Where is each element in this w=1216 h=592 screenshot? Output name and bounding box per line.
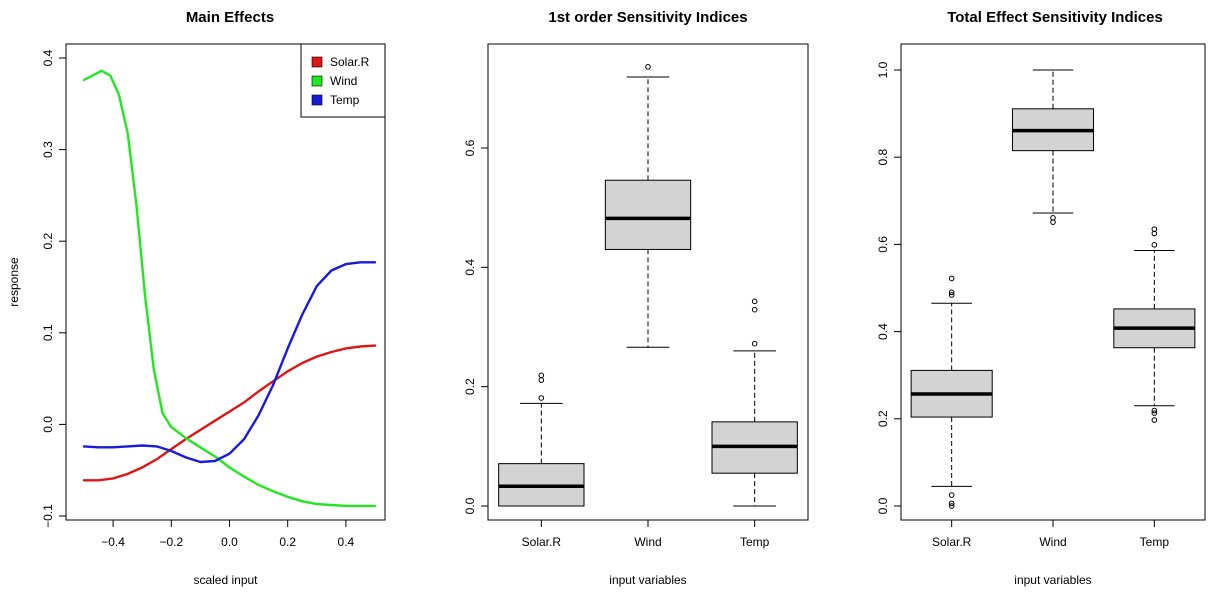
y-tick-label: 0.6 xyxy=(463,139,477,156)
outlier-point xyxy=(948,503,955,509)
y-tick-label: 0.0 xyxy=(876,497,890,514)
legend-swatch xyxy=(311,56,323,68)
legend-swatch xyxy=(311,94,323,106)
y-tick-label: −0.1 xyxy=(41,504,55,528)
legend-label: Solar.R xyxy=(330,55,370,69)
box-solar-r xyxy=(910,275,993,509)
box-wind xyxy=(604,64,692,348)
outlier-point xyxy=(538,377,545,383)
total-effect-panel: Total Effect Sensitivity Indices 0.0 0.2 0.… xyxy=(876,9,1206,587)
y-tick-label: 0.1 xyxy=(41,324,55,341)
x-tick-label: −0.4 xyxy=(101,535,125,549)
y-axis-label: response xyxy=(7,257,21,307)
main-effects-panel: Main Effects −0.4 −0.2 0.0 0.2 0.4 −0.1 0.0 0.1 0… xyxy=(7,9,386,587)
box-temp xyxy=(711,298,798,507)
x-tick-label: Temp xyxy=(740,535,770,549)
y-tick-label: 0.4 xyxy=(463,259,477,276)
x-tick-label: Wind xyxy=(1039,535,1066,549)
outlier-point xyxy=(751,298,758,305)
outlier-point xyxy=(948,492,955,498)
box-solar-r xyxy=(498,372,585,507)
x-tick-label: 0.4 xyxy=(338,535,355,549)
outlier-point xyxy=(538,372,545,379)
x-tick-label: 0.2 xyxy=(279,535,296,549)
chart-title: Total Effect Sensitivity Indices xyxy=(947,9,1163,26)
y-tick-label: 0.4 xyxy=(41,49,55,66)
legend: Solar.R Wind Temp xyxy=(300,43,386,118)
series-line-solar-r xyxy=(82,344,377,482)
y-tick-label: 0.2 xyxy=(876,410,890,427)
outlier-point xyxy=(948,292,955,298)
outlier-point xyxy=(948,500,955,507)
outlier-point xyxy=(538,395,545,401)
outlier-point xyxy=(645,64,651,70)
outlier-point xyxy=(1151,242,1158,248)
box-iqr xyxy=(604,179,692,250)
chart-title: 1st order Sensitivity Indices xyxy=(548,9,747,26)
y-tick-label: 0.0 xyxy=(41,416,55,433)
x-axis-label: input variables xyxy=(1014,573,1091,587)
x-axis-label: input variables xyxy=(609,573,686,587)
outlier-point xyxy=(1151,226,1158,232)
first-order-panel: 1st order Sensitivity Indices 0.0 0.2 0.4 0.… xyxy=(463,9,809,587)
outlier-point xyxy=(948,275,955,282)
x-tick-label: −0.2 xyxy=(159,535,183,549)
box-wind xyxy=(1011,69,1095,225)
outlier-point xyxy=(948,289,955,296)
y-tick-label: 1.0 xyxy=(876,61,890,78)
outlier-point xyxy=(1151,417,1158,423)
y-tick-label: 0.3 xyxy=(41,141,55,158)
series-line-temp xyxy=(82,261,377,464)
outlier-point xyxy=(1151,407,1158,414)
x-tick-label: Temp xyxy=(1140,535,1170,549)
legend-swatch xyxy=(311,75,323,87)
chart-title: Main Effects xyxy=(186,9,274,26)
y-tick-label: 0.2 xyxy=(41,233,55,250)
y-tick-label: 0.4 xyxy=(876,323,890,340)
box-temp xyxy=(1113,226,1196,423)
y-tick-label: 0.6 xyxy=(876,236,890,253)
series-line-wind xyxy=(82,69,377,508)
y-tick-label: 0.0 xyxy=(463,497,477,514)
x-tick-label: 0.0 xyxy=(221,535,238,549)
outlier-point xyxy=(1151,410,1158,416)
legend-label: Wind xyxy=(330,74,357,88)
x-axis-label: scaled input xyxy=(193,573,258,587)
y-tick-label: 0.8 xyxy=(876,149,890,166)
x-tick-label: Solar.R xyxy=(522,535,562,549)
legend-label: Temp xyxy=(330,93,360,107)
outlier-point xyxy=(1050,215,1056,221)
x-tick-label: Solar.R xyxy=(932,535,972,549)
outlier-point xyxy=(751,306,758,313)
x-tick-label: Wind xyxy=(634,535,661,549)
outlier-point xyxy=(751,340,758,347)
y-tick-label: 0.2 xyxy=(463,378,477,395)
